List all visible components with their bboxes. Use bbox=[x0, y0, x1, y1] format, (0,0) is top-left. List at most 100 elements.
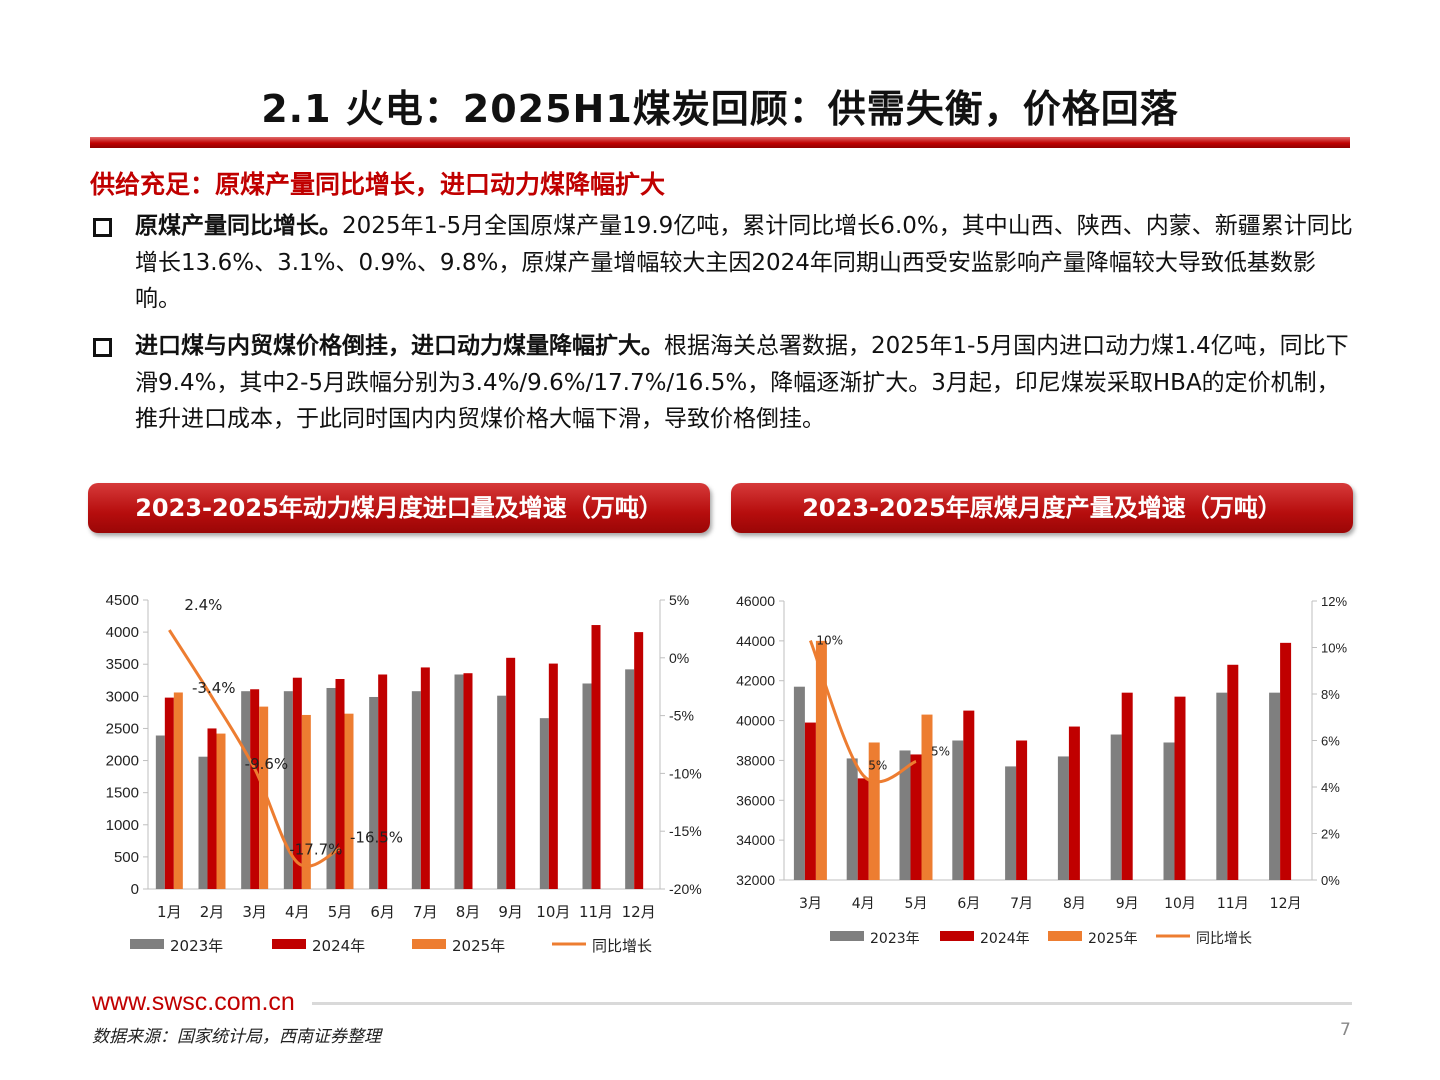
legend-swatch bbox=[272, 939, 306, 949]
footer-rule bbox=[312, 1002, 1352, 1005]
bar-2024年 bbox=[250, 689, 260, 889]
y-tick-label-left: 2500 bbox=[106, 720, 139, 737]
y-tick-label-right: -5% bbox=[669, 708, 694, 724]
x-tick-label: 6月 bbox=[957, 896, 980, 912]
legend-swatch bbox=[412, 939, 446, 949]
yoy-data-label: 5% bbox=[931, 744, 950, 758]
legend-label: 2024年 bbox=[980, 931, 1030, 947]
chart-import: 0 500 1000 1500 2000 2500 3000 3500 4000 4500 -20%… bbox=[80, 580, 720, 970]
line-yoy bbox=[809, 639, 917, 784]
x-tick-label: 9月 bbox=[498, 903, 523, 921]
footer-url[interactable]: www.swsc.com.cn bbox=[92, 988, 295, 1016]
bar-2025年 bbox=[301, 714, 311, 889]
legend-swatch bbox=[940, 931, 974, 941]
bar-2023年 bbox=[326, 687, 336, 889]
bar-2024年 bbox=[591, 625, 601, 889]
y-tick-label-right: 5% bbox=[669, 592, 689, 608]
x-tick-label: 11月 bbox=[1217, 896, 1249, 912]
legend-label: 同比增长 bbox=[592, 937, 652, 955]
legend-label: 2025年 bbox=[452, 937, 505, 955]
y-tick-label-right: -10% bbox=[669, 765, 702, 781]
bar-2024年 bbox=[1016, 740, 1028, 880]
y-tick-label-left: 1500 bbox=[106, 785, 139, 802]
y-tick-label-left: 46000 bbox=[736, 593, 775, 609]
yoy-data-label: 2.4% bbox=[184, 596, 222, 614]
yoy-data-label: -9.6% bbox=[245, 755, 289, 773]
bar-2023年 bbox=[1110, 734, 1122, 880]
bar-2024年 bbox=[1121, 692, 1133, 880]
bar-2023年 bbox=[846, 758, 858, 880]
bar-2024年 bbox=[910, 754, 922, 880]
slide-title: 2.1 火电：2025H1煤炭回顾：供需失衡，价格回落 bbox=[261, 87, 1179, 131]
yoy-data-label: -16.5% bbox=[350, 829, 403, 847]
x-tick-label: 3月 bbox=[799, 896, 822, 912]
x-tick-label: 4月 bbox=[285, 903, 310, 921]
bar-2023年 bbox=[497, 695, 507, 889]
bar-2024年 bbox=[292, 677, 302, 889]
legend-label: 2023年 bbox=[870, 931, 920, 947]
bar-2025年 bbox=[344, 713, 354, 889]
y-tick-label-left: 36000 bbox=[736, 792, 775, 808]
bar-2023年 bbox=[899, 750, 911, 880]
x-tick-label: 7月 bbox=[413, 903, 438, 921]
y-tick-label-right: 2% bbox=[1321, 827, 1340, 842]
x-tick-label: 4月 bbox=[852, 896, 875, 912]
y-tick-label-left: 34000 bbox=[736, 832, 775, 848]
chart-import-svg: 0 500 1000 1500 2000 2500 3000 3500 4000 4500 -20%… bbox=[106, 592, 702, 955]
y-tick-label-left: 3500 bbox=[106, 656, 139, 673]
y-tick-label-left: 40000 bbox=[736, 713, 775, 729]
bar-2024年 bbox=[420, 667, 430, 889]
y-tick-label-left: 42000 bbox=[736, 673, 775, 689]
x-tick-label: 5月 bbox=[905, 896, 928, 912]
bar-2023年 bbox=[1216, 692, 1228, 880]
y-tick-label-right: 12% bbox=[1321, 594, 1347, 609]
bar-2023年 bbox=[1163, 742, 1175, 880]
bar-2024年 bbox=[1068, 726, 1080, 880]
bar-2025年 bbox=[216, 733, 226, 889]
bar-2024年 bbox=[207, 728, 217, 889]
x-tick-label: 9月 bbox=[1116, 896, 1139, 912]
y-tick-label-left: 500 bbox=[114, 849, 139, 866]
legend-swatch bbox=[1048, 931, 1082, 941]
y-tick-label-left: 4000 bbox=[106, 624, 139, 641]
x-tick-label: 7月 bbox=[1010, 896, 1033, 912]
bar-2025年 bbox=[868, 742, 880, 880]
x-tick-label: 2月 bbox=[200, 903, 225, 921]
checkbox-icon bbox=[93, 338, 112, 357]
chart-output: 32000 34000 36000 38000 40000 42000 44000 46000… bbox=[722, 580, 1362, 970]
bar-2023年 bbox=[198, 756, 208, 889]
title-rule bbox=[90, 137, 1350, 148]
bullet-body: 2025年1-5月全国原煤产量19.9亿吨，累计同比增长6.0%，其中山西、陕西… bbox=[135, 213, 1353, 312]
bullet-coal-output: 原煤产量同比增长。2025年1-5月全国原煤产量19.9亿吨，累计同比增长6.0… bbox=[90, 208, 1360, 318]
bullet-bold: 原煤产量同比增长。 bbox=[135, 213, 342, 239]
chart-header-output: 2023-2025年原煤月度产量及增速（万吨） bbox=[731, 483, 1353, 533]
chart-output-svg: 32000 34000 36000 38000 40000 42000 44000 46000… bbox=[736, 593, 1347, 947]
x-tick-label: 5月 bbox=[328, 903, 353, 921]
bar-2023年 bbox=[1057, 756, 1069, 880]
bullet-text: 进口煤与内贸煤价格倒挂，进口动力煤量降幅扩大。根据海关总署数据，2025年1-5… bbox=[135, 328, 1360, 438]
bar-2024年 bbox=[963, 710, 975, 880]
y-tick-label-right: 0% bbox=[669, 650, 689, 666]
line-yoy bbox=[168, 629, 341, 868]
bar-2023年 bbox=[1005, 766, 1017, 880]
checkbox-icon bbox=[93, 218, 112, 237]
x-tick-label: 12月 bbox=[1270, 896, 1302, 912]
x-tick-label: 8月 bbox=[456, 903, 481, 921]
bar-2023年 bbox=[952, 740, 964, 880]
y-tick-label-right: 4% bbox=[1321, 780, 1340, 795]
bar-2023年 bbox=[411, 691, 421, 889]
yoy-data-label: -17.7% bbox=[289, 840, 342, 858]
y-tick-label-left: 3000 bbox=[106, 688, 139, 705]
x-tick-label: 6月 bbox=[370, 903, 395, 921]
bullet-coal-import: 进口煤与内贸煤价格倒挂，进口动力煤量降幅扩大。根据海关总署数据，2025年1-5… bbox=[90, 328, 1360, 438]
bar-2024年 bbox=[804, 722, 816, 880]
bar-2023年 bbox=[539, 718, 549, 889]
x-tick-label: 3月 bbox=[242, 903, 267, 921]
yoy-data-label: -3.4% bbox=[192, 679, 236, 697]
legend-label: 2024年 bbox=[312, 937, 365, 955]
page-number: 7 bbox=[1340, 1020, 1351, 1040]
y-tick-label-left: 1000 bbox=[106, 817, 139, 834]
x-tick-label: 11月 bbox=[579, 903, 613, 921]
y-tick-label-left: 0 bbox=[131, 881, 139, 898]
yoy-data-label: 10% bbox=[816, 634, 843, 648]
